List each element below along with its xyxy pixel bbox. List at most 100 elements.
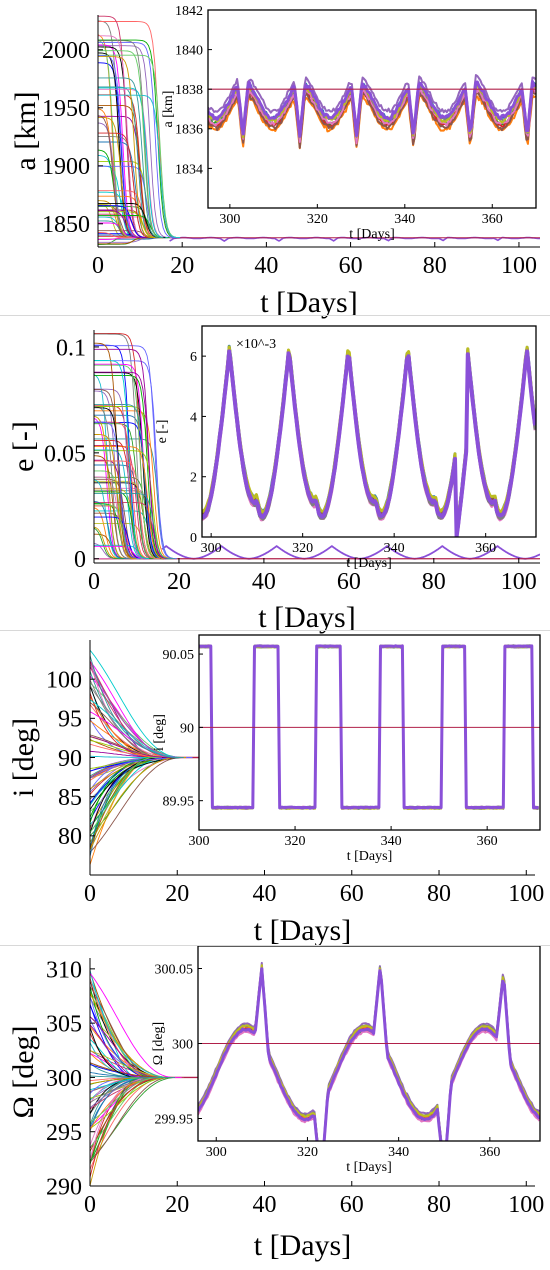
x-tick-label: 100 — [508, 881, 544, 907]
y-tick-label: 1900 — [42, 154, 90, 180]
y-tick-label: 299.95 — [155, 1112, 194, 1127]
x-tick-label: 60 — [340, 1192, 364, 1218]
y-tick-label: 295 — [46, 1120, 82, 1146]
x-tick-label: 100 — [501, 253, 537, 279]
y-tick-label: 0.05 — [44, 441, 86, 467]
y-tick-label: 290 — [46, 1174, 82, 1200]
inset-y-axis-label: e [-] — [155, 420, 170, 444]
y-tick-label: 300 — [46, 1066, 82, 1092]
y-axis-label: i [deg] — [7, 718, 40, 797]
x-tick-label: 60 — [337, 569, 361, 595]
x-tick-label: 80 — [422, 569, 446, 595]
x-axis-label: t [Days] — [254, 914, 351, 947]
inset-x-axis-label: t [Days] — [346, 1160, 392, 1175]
x-tick-label: 360 — [475, 541, 496, 556]
y-tick-label: 90.05 — [163, 648, 195, 663]
y-axis-label: Ω [deg] — [7, 1025, 40, 1118]
x-tick-label: 320 — [292, 541, 313, 556]
x-tick-label: 100 — [501, 569, 537, 595]
y-tick-label: 4 — [190, 410, 197, 425]
inset-x-axis-label: t [Days] — [347, 849, 393, 864]
inset-x-axis-label: t [Days] — [349, 227, 395, 242]
x-tick-label: 340 — [388, 1145, 409, 1160]
y-tick-label: 1850 — [42, 212, 90, 238]
plot-area — [90, 970, 203, 1186]
ensemble-trajectory — [98, 45, 142, 238]
x-tick-label: 360 — [482, 212, 503, 227]
x-tick-label: 40 — [253, 881, 277, 907]
y-tick-label: 300 — [172, 1037, 193, 1052]
x-tick-label: 80 — [427, 881, 451, 907]
inset-exponent-label: ×10^-3 — [236, 337, 276, 352]
x-tick-label: 340 — [394, 212, 415, 227]
y-tick-label: 300.05 — [155, 962, 194, 977]
y-tick-label: 310 — [46, 957, 82, 983]
y-tick-label: 0 — [190, 531, 197, 546]
y-tick-label: 1838 — [175, 83, 203, 98]
y-tick-label: 305 — [46, 1012, 82, 1038]
y-axis-label: a [km] — [9, 91, 42, 170]
x-tick-label: 300 — [201, 541, 222, 556]
panel-divider — [0, 945, 550, 946]
x-tick-label: 340 — [381, 834, 402, 849]
x-tick-label: 20 — [165, 881, 189, 907]
y-tick-label: 1836 — [175, 123, 203, 138]
x-tick-label: 320 — [297, 1145, 318, 1160]
ensemble-trajectory — [90, 973, 182, 1077]
panel-divider — [0, 315, 550, 316]
x-tick-label: 20 — [170, 253, 194, 279]
inset-x-axis-label: t [Days] — [346, 556, 392, 571]
y-tick-label: 0 — [74, 547, 86, 573]
x-tick-label: 320 — [307, 212, 328, 227]
x-tick-label: 340 — [384, 541, 405, 556]
x-tick-label: 0 — [92, 253, 104, 279]
x-tick-label: 40 — [254, 253, 278, 279]
chart-panel-semi-major-axis: 0 20 40 60 80 100 1850 1900 1950 2000 t [Days] a [k… — [9, 4, 540, 319]
x-tick-label: 40 — [253, 1192, 277, 1218]
inset-y-axis-label: Ω [deg] — [151, 1022, 166, 1065]
y-tick-label: 100 — [46, 668, 82, 694]
y-tick-label: 2000 — [42, 38, 90, 64]
x-tick-label: 100 — [508, 1192, 544, 1218]
inset-y-axis-label: a [km] — [161, 91, 176, 128]
x-tick-label: 0 — [84, 1192, 96, 1218]
plot-area — [90, 650, 203, 865]
x-tick-label: 300 — [219, 212, 240, 227]
ensemble-trajectory — [98, 238, 159, 243]
x-tick-label: 20 — [165, 1192, 189, 1218]
x-tick-label: 300 — [206, 1145, 227, 1160]
y-tick-label: 89.95 — [163, 795, 195, 810]
y-tick-label: 95 — [58, 707, 82, 733]
y-tick-label: 90 — [58, 746, 82, 772]
inset-y-axis-label: i [deg] — [152, 714, 167, 751]
y-tick-label: 90 — [180, 721, 194, 736]
x-tick-label: 40 — [252, 569, 276, 595]
y-tick-label: 0.1 — [56, 335, 86, 361]
inset-background — [199, 635, 540, 830]
x-tick-label: 80 — [423, 253, 447, 279]
y-tick-label: 80 — [58, 824, 82, 850]
y-tick-label: 6 — [190, 350, 197, 365]
y-tick-label: 1834 — [175, 162, 203, 177]
y-tick-label: 85 — [58, 785, 82, 811]
x-tick-label: 360 — [479, 1145, 500, 1160]
x-tick-label: 300 — [189, 834, 210, 849]
x-tick-label: 60 — [340, 881, 364, 907]
x-tick-label: 360 — [477, 834, 498, 849]
x-axis-label: t [Days] — [254, 1229, 351, 1262]
y-tick-label: 1950 — [42, 96, 90, 122]
y-tick-label: 1840 — [175, 44, 203, 59]
x-tick-label: 320 — [285, 834, 306, 849]
x-tick-label: 20 — [167, 569, 191, 595]
y-tick-label: 2 — [190, 471, 197, 486]
panel-divider — [0, 630, 550, 631]
x-tick-label: 60 — [339, 253, 363, 279]
y-axis-label: e [-] — [7, 421, 40, 472]
x-tick-label: 0 — [88, 569, 100, 595]
y-tick-label: 1842 — [175, 4, 203, 19]
